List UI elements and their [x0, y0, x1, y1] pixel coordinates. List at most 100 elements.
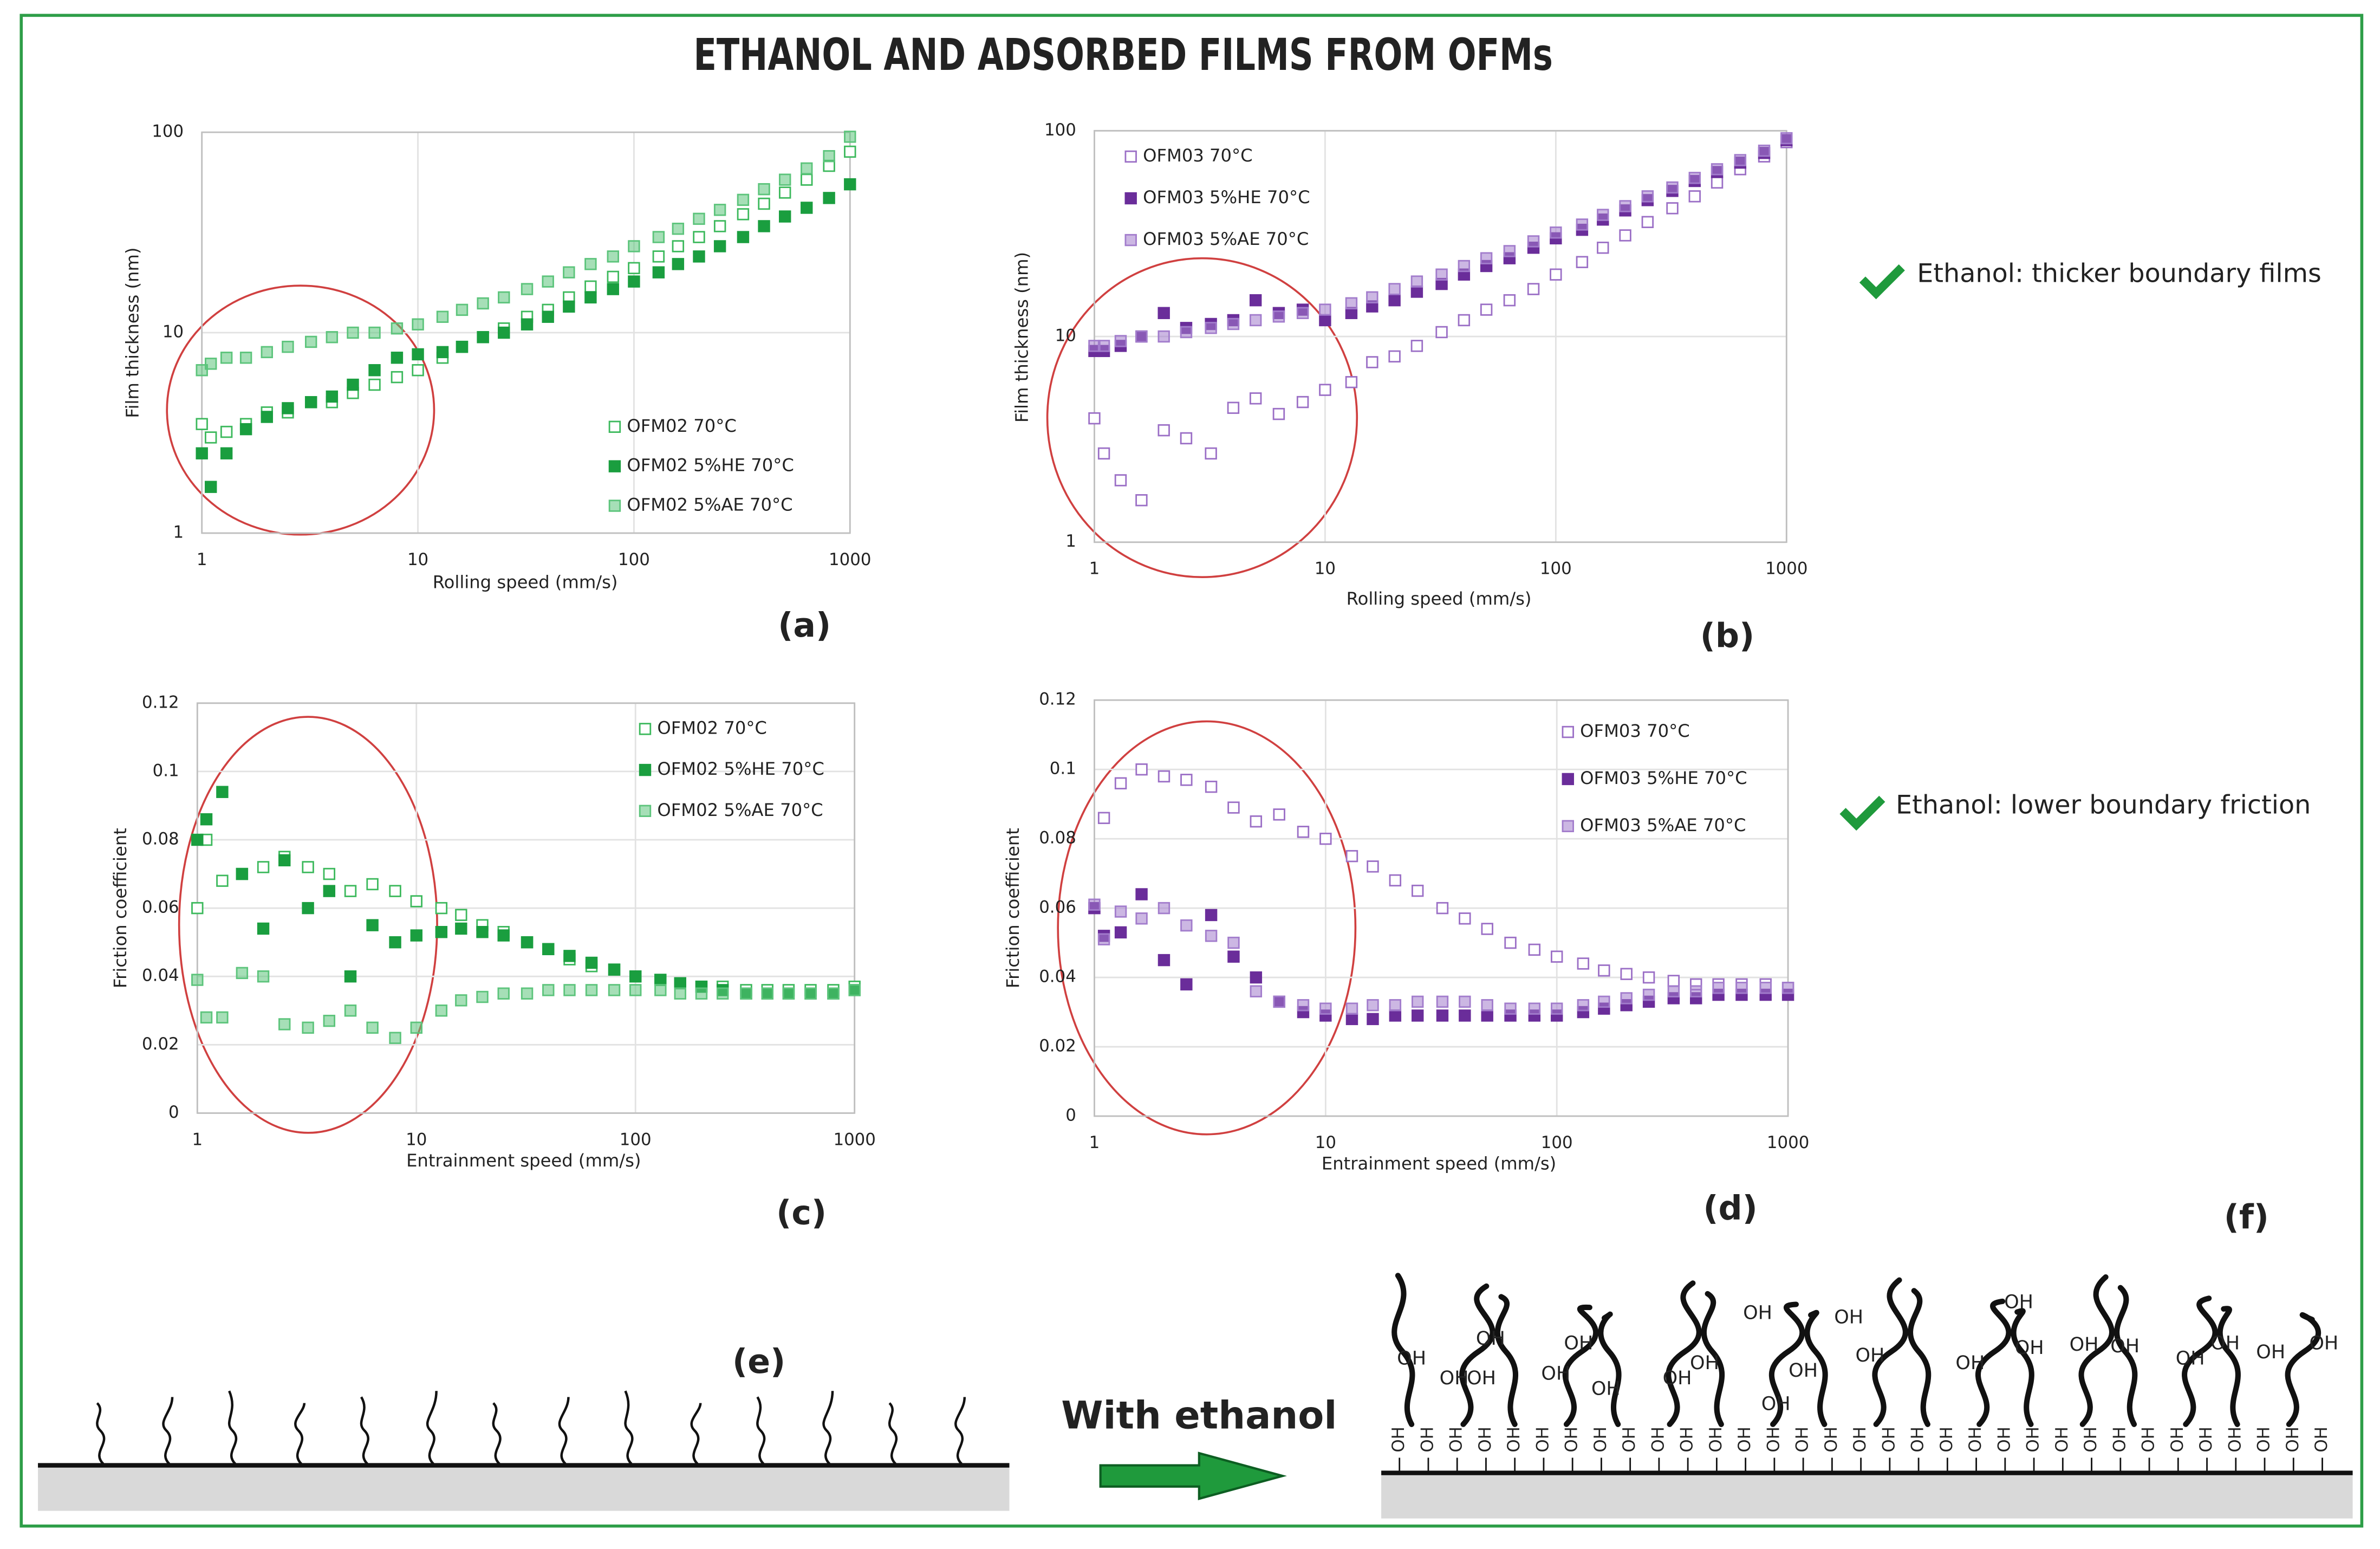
legend-marker: [639, 723, 652, 735]
arrow: [1099, 1451, 1287, 1500]
point: [278, 1018, 291, 1030]
molecule-tail: [558, 1397, 570, 1465]
molecule-tail: [426, 1391, 438, 1465]
point: [521, 987, 534, 1000]
point: [1273, 808, 1285, 821]
point: [1367, 860, 1379, 873]
point: [1366, 356, 1378, 368]
legend-marker: [1124, 150, 1137, 163]
point: [1642, 988, 1655, 1001]
point: [191, 902, 204, 915]
point: [220, 425, 233, 438]
legend-marker: [608, 460, 621, 472]
hydroxyl: OH: [2110, 1427, 2129, 1452]
point: [1097, 812, 1110, 824]
point: [1297, 826, 1310, 838]
point: [391, 322, 404, 335]
substrate: [1381, 1474, 2353, 1519]
point: [239, 352, 252, 364]
point: [804, 987, 817, 1000]
hydroxyl: OH: [1467, 1367, 1496, 1389]
point: [1249, 314, 1262, 327]
x-tick-label: 1000: [829, 550, 871, 569]
point: [257, 922, 270, 935]
point: [758, 220, 770, 232]
molecule-chain: [1872, 1277, 1908, 1427]
hydroxyl: OH: [1562, 1427, 1582, 1452]
point: [1577, 957, 1590, 970]
hydroxyl: OH: [1620, 1427, 1639, 1452]
legend-marker: [639, 763, 652, 776]
point: [282, 402, 294, 414]
point: [1598, 995, 1610, 1008]
point: [1158, 307, 1170, 319]
point: [410, 895, 422, 908]
hydroxyl: OH: [1677, 1427, 1697, 1452]
point: [1551, 1002, 1563, 1015]
point: [1135, 888, 1148, 900]
point: [412, 348, 424, 361]
legend-marker: [608, 500, 621, 512]
molecule-tail: [294, 1403, 306, 1465]
y-tick-label: 0.12: [1039, 690, 1076, 709]
point: [1114, 335, 1127, 347]
legend-label: OFM03 70°C: [1580, 721, 1690, 741]
point: [1227, 801, 1240, 814]
point: [1135, 330, 1148, 343]
point: [1180, 919, 1193, 932]
point: [1345, 1002, 1358, 1015]
point: [304, 335, 317, 348]
legend-marker: [1562, 773, 1574, 786]
point: [1459, 995, 1471, 1008]
point: [1205, 930, 1218, 942]
point: [672, 258, 685, 270]
x-tick-label: 1000: [833, 1130, 875, 1149]
point: [1436, 902, 1449, 915]
point: [584, 258, 597, 270]
x-axis-label: Rolling speed (mm/s): [1347, 588, 1532, 609]
point: [196, 447, 208, 459]
point: [1690, 985, 1702, 997]
point: [257, 970, 270, 983]
point: [1319, 1002, 1332, 1015]
point: [1180, 326, 1193, 339]
x-axis-label: Entrainment speed (mm/s): [406, 1150, 641, 1171]
point: [1367, 999, 1379, 1012]
y-axis-label: Friction coefficient: [1003, 828, 1023, 988]
point: [1504, 1002, 1517, 1015]
point: [1667, 985, 1680, 997]
point: [1642, 971, 1655, 984]
point: [654, 984, 667, 996]
point: [674, 987, 686, 1000]
point: [1435, 268, 1448, 281]
molecule-chain: [1459, 1283, 1495, 1427]
point: [1114, 474, 1127, 487]
y-tick-label: 0.04: [142, 966, 179, 986]
point: [1597, 242, 1609, 254]
highlight: [178, 716, 438, 1134]
point: [1412, 884, 1424, 897]
point: [323, 867, 336, 880]
molecule-tail: [228, 1390, 238, 1465]
molecule-chain: [2011, 1308, 2034, 1427]
point: [758, 197, 770, 210]
point: [1388, 283, 1401, 295]
hydroxyl: OH: [2168, 1427, 2187, 1452]
hydroxyl: OH: [1908, 1427, 1928, 1452]
point: [498, 291, 510, 304]
y-tick-label: 0.1: [1050, 759, 1076, 779]
point: [608, 963, 621, 976]
point: [628, 262, 640, 275]
point: [282, 340, 294, 353]
y-tick-label: 1: [173, 522, 184, 542]
point: [456, 303, 469, 316]
point: [584, 291, 597, 304]
point: [542, 310, 554, 323]
hydroxyl: OH: [2309, 1332, 2338, 1354]
point: [191, 974, 204, 986]
point: [1410, 286, 1423, 298]
molecule-tail: [954, 1397, 966, 1465]
point: [607, 250, 619, 263]
hydroxyl: OH: [2081, 1427, 2101, 1452]
y-tick-label: 0.06: [1039, 898, 1076, 917]
